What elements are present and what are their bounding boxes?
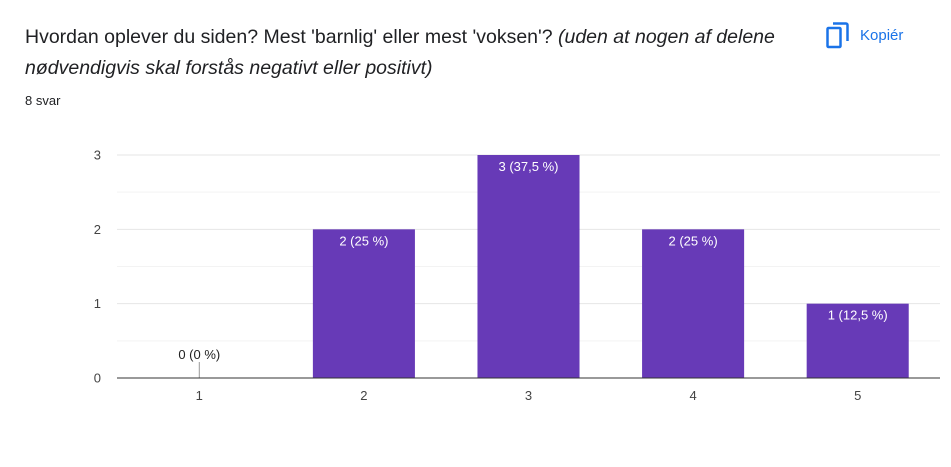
bar-data-label: 3 (37,5 %) [499,159,559,174]
bar-data-label: 0 (0 %) [178,347,220,362]
question-title: Hvordan oplever du siden? Mest 'barnlig'… [25,22,785,84]
x-tick-label: 5 [854,388,861,403]
copy-button[interactable]: Kopiér [826,20,903,50]
bar [642,229,745,378]
bar-data-label: 1 (12,5 %) [828,308,888,323]
x-tick-label: 2 [360,388,367,403]
bar [477,155,580,378]
y-tick-label: 1 [94,296,101,311]
bar [806,303,909,378]
x-tick-label: 4 [689,388,696,403]
y-tick-label: 0 [94,371,101,386]
bar [312,229,415,378]
copy-button-label: Kopiér [860,26,904,44]
x-tick-label: 3 [525,388,532,403]
x-tick-label: 1 [196,388,203,403]
bar-data-label: 2 (25 %) [669,233,718,248]
copy-icon [826,21,850,49]
question-text: Hvordan oplever du siden? Mest 'barnlig'… [25,26,558,48]
bar-data-label: 2 (25 %) [339,233,388,248]
y-tick-label: 3 [94,148,101,163]
y-tick-label: 2 [94,222,101,237]
response-count: 8 svar [25,93,61,108]
question-note: (uden at nogen af delene nødvendigvis sk… [25,26,775,79]
